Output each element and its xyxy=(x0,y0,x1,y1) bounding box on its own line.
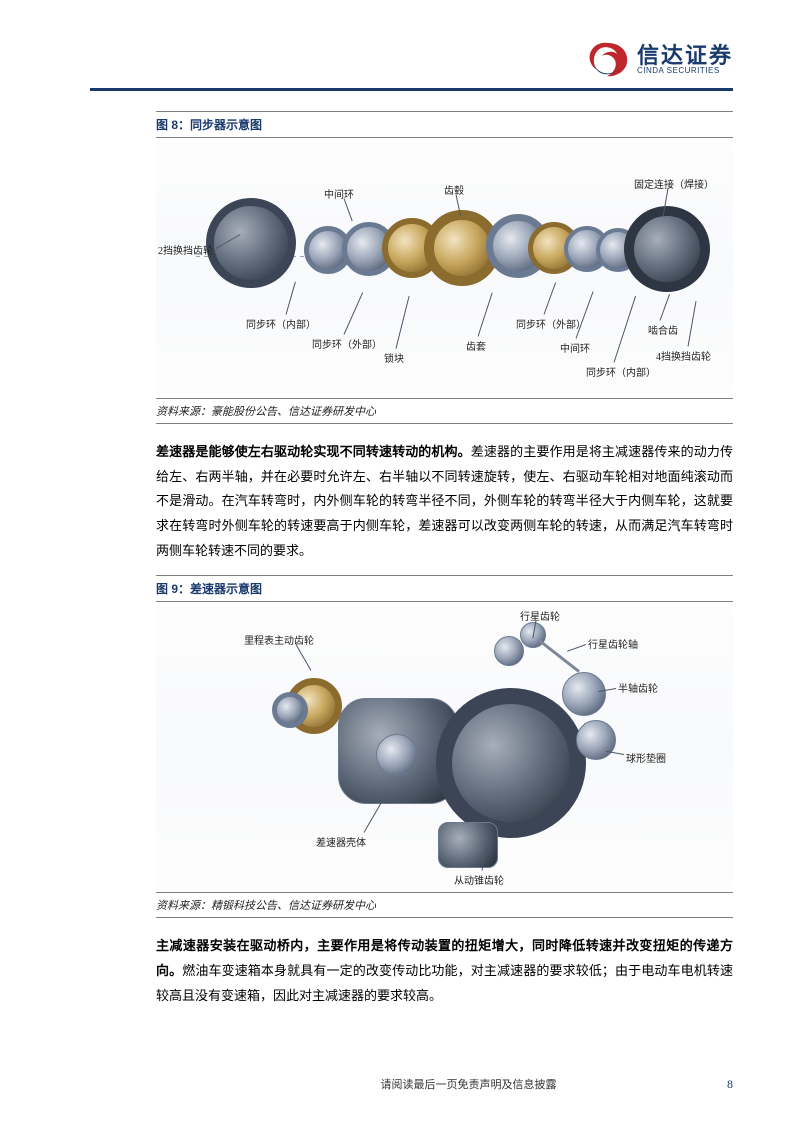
fig8-title-row: 图 8：同步器示意图 xyxy=(156,111,733,138)
fig9-source: 资料来源：精锻科技公告、信达证券研发中心 xyxy=(156,900,376,912)
fig8-source-row: 资料来源：豪能股份公告、信达证券研发中心 xyxy=(156,398,733,424)
leader-line xyxy=(576,291,594,338)
fig8-label: 4挡换挡齿轮 xyxy=(656,348,711,363)
fig8-label: 同步环（外部） xyxy=(312,336,382,351)
fig8-label: 齿套 xyxy=(466,338,486,353)
page-footer: 请阅读最后一页免责声明及信息披露 8 xyxy=(90,1076,733,1092)
gear-part xyxy=(624,206,710,292)
leader-line xyxy=(478,293,493,337)
para1-body: 差速器的主要作用是将主减速器传来的动力传给左、右两半轴，并在必要时允许左、右半轴… xyxy=(156,444,733,558)
para2-body: 燃油车变速箱本身就具有一定的改变传动比功能，对主减速器的要求较低；由于电动车电机… xyxy=(156,963,733,1003)
leader-line xyxy=(614,296,637,363)
fig8-canvas: 2挡换挡齿轮 同步环（内部） 中间环 同步环（外部） 锁块 齿毂 齿套 同步环（… xyxy=(156,138,733,398)
footer-disclaimer: 请阅读最后一页免责声明及信息披露 xyxy=(90,1076,727,1092)
fig8-label: 中间环 xyxy=(560,340,590,355)
fig9-title: 图 9：差速器示意图 xyxy=(156,582,262,596)
leader-line xyxy=(296,645,312,671)
fig9-source-row: 资料来源：精锻科技公告、信达证券研发中心 xyxy=(156,892,733,918)
leader-line xyxy=(396,296,410,349)
fig9-title-row: 图 9：差速器示意图 xyxy=(156,575,733,602)
paragraph-2: 主减速器安装在驱动桥内，主要作用是将传动装置的扭矩增大，同时降低转速并改变扭矩的… xyxy=(156,934,733,1008)
fig9-label: 行星齿轮 xyxy=(520,608,560,623)
leader-line xyxy=(567,644,586,652)
ring-gear xyxy=(436,688,586,838)
para1-bold: 差速器是能够使左右驱动轮实现不同转速转动的机构。 xyxy=(156,444,471,459)
logo-text-en: CINDA SECURITIES xyxy=(637,67,733,75)
fig8-source: 资料来源：豪能股份公告、信达证券研发中心 xyxy=(156,406,376,418)
fig9-label: 球形垫圈 xyxy=(626,750,666,765)
fig9-label: 里程表主动齿轮 xyxy=(244,632,314,647)
gear-part xyxy=(206,198,296,288)
planet-gear xyxy=(494,636,524,666)
leader-line xyxy=(344,292,364,334)
leader-line xyxy=(660,294,671,321)
sphere-washer xyxy=(576,720,616,760)
page-number: 8 xyxy=(727,1077,733,1092)
fig8-title: 图 8：同步器示意图 xyxy=(156,118,262,132)
fig8-label: 中间环 xyxy=(324,186,354,201)
fig8-label: 固定连接（焊接） xyxy=(634,176,714,191)
fig9-label: 行星齿轮轴 xyxy=(588,636,638,651)
brand-logo: 信达证券 CINDA SECURITIES xyxy=(585,40,733,80)
fig8-label: 2挡换挡齿轮 xyxy=(158,242,213,257)
fig8-label: 锁块 xyxy=(384,350,404,365)
fig8-label: 啮合齿 xyxy=(648,322,678,337)
page-header: 信达证券 CINDA SECURITIES xyxy=(90,40,733,91)
fig9-label: 差速器壳体 xyxy=(316,834,366,849)
fig8-label: 同步环（外部） xyxy=(516,316,586,331)
leader-line xyxy=(286,282,296,315)
logo-text-cn: 信达证券 xyxy=(637,45,733,67)
pin-shaft xyxy=(537,639,580,673)
fig9-label: 半轴齿轮 xyxy=(618,680,658,695)
leader-line xyxy=(688,301,697,346)
fig8-label: 齿毂 xyxy=(444,182,464,197)
fig9-label: 从动锥齿轮 xyxy=(454,872,504,887)
paragraph-1: 差速器是能够使左右驱动轮实现不同转速转动的机构。差速器的主要作用是将主减速器传来… xyxy=(156,440,733,563)
fig8-label: 同步环（内部） xyxy=(246,316,316,331)
fig9-canvas: 里程表主动齿轮 差速器壳体 从动锥齿轮 行星齿轮 行星齿轮轴 半轴齿轮 球形垫圈 xyxy=(156,602,733,892)
pinion-gear xyxy=(438,822,498,868)
side-gear xyxy=(562,672,606,716)
logo-swirl-icon xyxy=(585,40,631,80)
leader-line xyxy=(344,198,353,221)
content-column: 图 8：同步器示意图 2挡换挡齿轮 同步环（内部） 中间环 同步环（外部） 锁块… xyxy=(90,111,733,1009)
leader-line xyxy=(364,802,383,834)
leader-line xyxy=(544,282,557,314)
fig8-label: 同步环（内部） xyxy=(586,364,656,379)
